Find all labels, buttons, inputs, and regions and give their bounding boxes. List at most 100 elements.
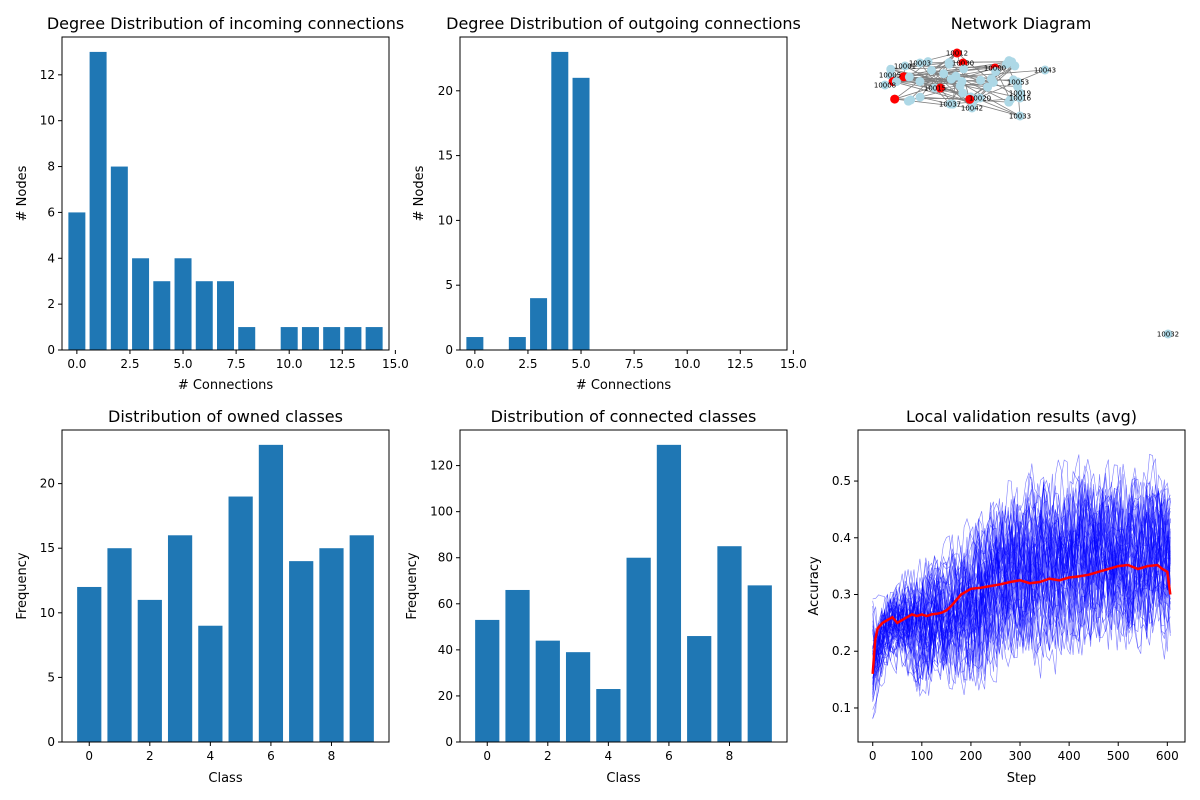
bar xyxy=(551,51,569,351)
bar xyxy=(747,585,772,742)
chart-title: Degree Distribution of outgoing connecti… xyxy=(446,14,801,33)
bar xyxy=(687,636,712,742)
bar xyxy=(365,327,383,350)
network-node xyxy=(880,80,890,90)
bar xyxy=(217,281,234,350)
y-tick-label: 120 xyxy=(430,459,453,473)
x-tick-label: 10.0 xyxy=(276,357,303,371)
bar xyxy=(530,298,548,350)
x-tick-label: 5.0 xyxy=(173,357,192,371)
bar xyxy=(565,652,591,742)
y-tick-label: 4 xyxy=(47,251,55,265)
bar xyxy=(572,77,590,351)
bar xyxy=(107,548,132,742)
bar xyxy=(258,444,284,742)
bar xyxy=(475,619,500,742)
network-node xyxy=(915,58,925,68)
network-node xyxy=(890,94,900,104)
x-tick-label: 6 xyxy=(665,749,673,763)
y-tick-label: 15 xyxy=(40,541,55,555)
network-node-label: 10032 xyxy=(1157,331,1179,339)
bar xyxy=(349,535,374,742)
y-tick-label: 0 xyxy=(47,735,55,749)
network-node xyxy=(891,77,901,87)
x-axis-label: Step xyxy=(1007,771,1037,786)
network-node-label: 10020 xyxy=(969,95,991,103)
network-edge xyxy=(975,69,1046,100)
network-node-label: 10015 xyxy=(924,85,946,93)
x-tick-label: 0 xyxy=(483,749,491,763)
network-node xyxy=(886,64,896,74)
bar xyxy=(535,640,560,742)
network-node xyxy=(1005,95,1015,105)
bar xyxy=(289,561,314,742)
network-node-label: 10003 xyxy=(909,60,931,68)
network-node xyxy=(915,76,925,86)
y-tick-label: 0 xyxy=(445,343,453,357)
chart-title: Network Diagram xyxy=(951,14,1092,33)
network-node xyxy=(952,48,962,58)
y-tick-label: 15 xyxy=(438,149,453,163)
validation-results-chart: 0 100 200 300 400 500 600 0.1 0.2 0.3 0.4 0.5 Local… xyxy=(807,407,1186,786)
run-line xyxy=(872,513,1171,679)
bar xyxy=(505,589,530,742)
network-node xyxy=(955,81,965,91)
y-tick-label: 0.5 xyxy=(832,474,851,488)
network-node xyxy=(1004,56,1014,66)
network-node xyxy=(958,88,968,98)
bar xyxy=(656,444,682,742)
y-tick-label: 20 xyxy=(40,477,55,491)
x-tick-label: 8 xyxy=(328,749,336,763)
network-edge xyxy=(993,82,1021,99)
bar xyxy=(596,689,621,742)
x-tick-label: 500 xyxy=(1107,749,1130,763)
network-node xyxy=(1163,329,1173,339)
x-tick-label: 0 xyxy=(85,749,93,763)
network-node-label: 10000 xyxy=(984,65,1006,73)
bar xyxy=(167,535,193,742)
chart-title: Degree Distribution of incoming connecti… xyxy=(47,14,404,33)
run-line xyxy=(872,472,1171,668)
x-tick-label: 7.5 xyxy=(625,357,644,371)
network-node xyxy=(927,65,937,75)
network-node xyxy=(903,96,913,106)
network-node-label: 10053 xyxy=(1007,79,1029,87)
network-node xyxy=(991,67,1001,77)
network-node-label: 10043 xyxy=(1034,67,1056,75)
y-tick-label: 0.2 xyxy=(832,644,851,658)
x-tick-label: 6 xyxy=(267,749,275,763)
network-labels: 10012 10003 10000 10043 10030 10053 1001910016… xyxy=(874,50,1179,339)
y-tick-label: 20 xyxy=(438,689,453,703)
network-node xyxy=(1015,93,1025,103)
bar xyxy=(238,327,256,350)
mean-line xyxy=(871,563,1172,674)
network-node xyxy=(1040,65,1050,75)
bar xyxy=(717,546,742,742)
x-tick-label: 300 xyxy=(1009,749,1032,763)
network-node xyxy=(948,99,958,109)
run-line xyxy=(872,453,1171,625)
x-tick-label: 5.0 xyxy=(571,357,590,371)
network-node xyxy=(935,83,945,93)
network-node xyxy=(1015,111,1025,121)
x-axis-label: Class xyxy=(208,771,242,786)
network-node-label: 10016 xyxy=(1009,95,1032,103)
x-tick-label: 2 xyxy=(146,749,154,763)
y-tick-label: 5 xyxy=(445,278,453,292)
bar xyxy=(77,586,102,742)
x-tick-label: 7.5 xyxy=(227,357,246,371)
network-edge xyxy=(893,81,1021,117)
bar xyxy=(344,327,362,350)
network-node xyxy=(944,58,954,68)
bar xyxy=(132,258,150,350)
network-node xyxy=(1008,75,1018,85)
y-axis-label: Accuracy xyxy=(807,556,822,616)
x-tick-label: 600 xyxy=(1156,749,1179,763)
y-tick-label: 5 xyxy=(47,670,55,684)
x-tick-label: 4 xyxy=(207,749,215,763)
bar xyxy=(174,258,192,350)
network-diagram: Network Diagram 10012 10003 10000 10043 1003… xyxy=(874,14,1179,339)
bar xyxy=(280,327,298,350)
run-line xyxy=(872,482,1171,694)
